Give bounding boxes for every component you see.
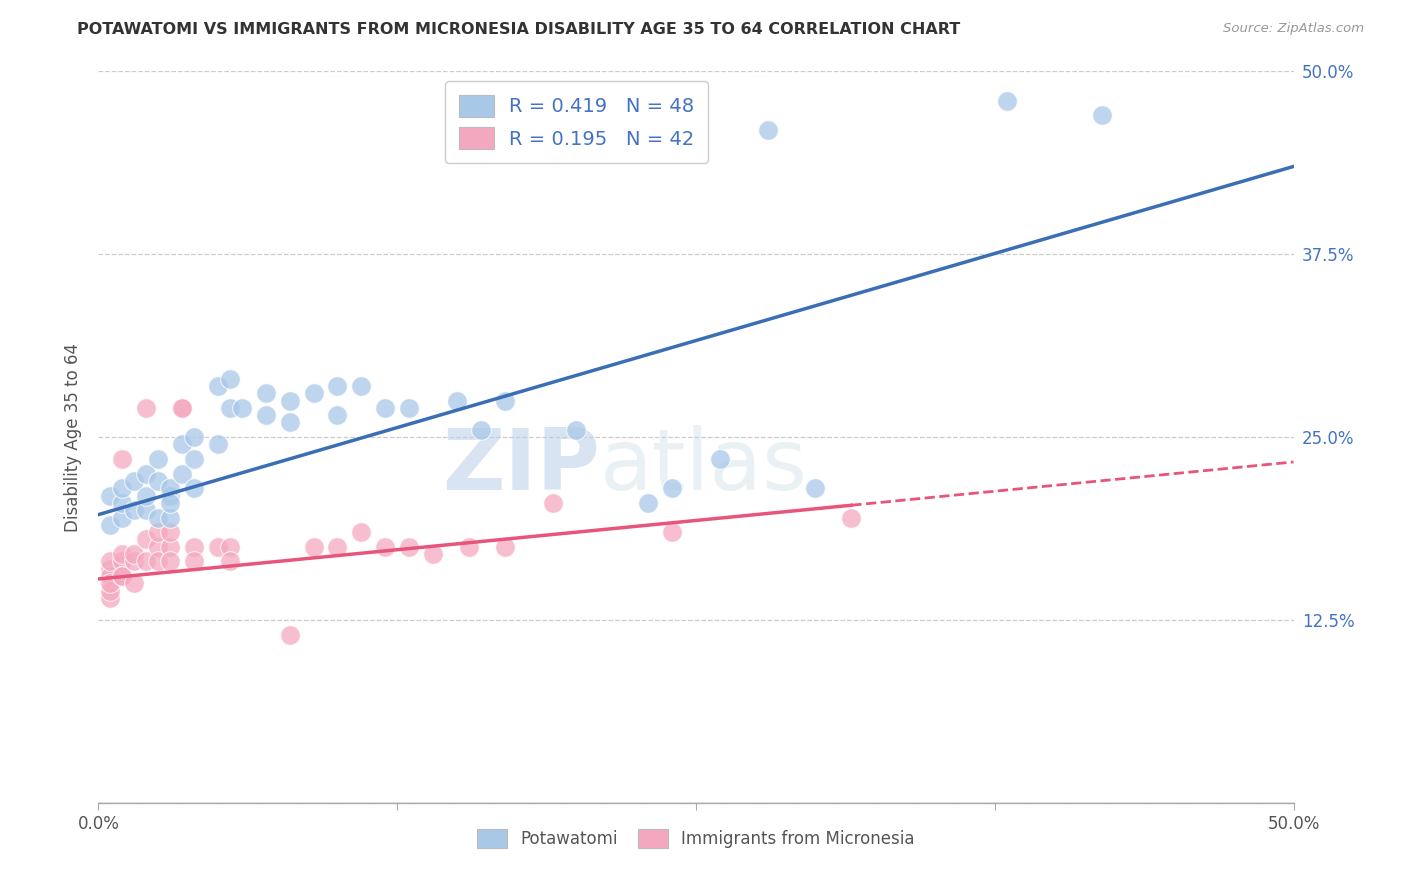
Point: [135, 489, 157, 503]
Point: [111, 554, 134, 568]
Point: [135, 533, 157, 547]
Point: [219, 371, 242, 385]
Point: [111, 569, 134, 583]
Point: [98, 562, 122, 576]
Point: [302, 386, 325, 401]
Point: [148, 554, 170, 568]
Point: [124, 576, 146, 591]
Point: [398, 401, 420, 415]
Point: [374, 401, 396, 415]
Point: [278, 627, 301, 641]
Point: [278, 416, 301, 430]
Point: [98, 554, 122, 568]
Point: [135, 467, 157, 481]
Point: [148, 510, 170, 524]
Point: [565, 423, 588, 437]
Point: [494, 393, 516, 408]
Point: [350, 379, 373, 393]
Point: [183, 452, 205, 467]
Point: [172, 401, 194, 415]
Point: [159, 510, 181, 524]
Point: [159, 540, 181, 554]
Point: [111, 452, 134, 467]
Point: [111, 510, 134, 524]
Point: [111, 496, 134, 510]
Point: [422, 547, 444, 561]
Point: [148, 540, 170, 554]
Point: [254, 408, 277, 422]
Point: [148, 525, 170, 540]
Point: [135, 554, 157, 568]
Point: [159, 525, 181, 540]
Point: [98, 569, 122, 583]
Point: [124, 554, 146, 568]
Point: [98, 489, 122, 503]
Point: [374, 540, 396, 554]
Point: [231, 401, 253, 415]
Y-axis label: Disability Age 35 to 64: Disability Age 35 to 64: [65, 343, 83, 532]
Point: [804, 481, 827, 495]
Point: [302, 540, 325, 554]
Point: [183, 540, 205, 554]
Point: [111, 547, 134, 561]
Point: [98, 583, 122, 598]
Point: [470, 423, 492, 437]
Point: [637, 496, 659, 510]
Point: [124, 474, 146, 488]
Point: [172, 437, 194, 451]
Point: [756, 123, 779, 137]
Point: [326, 379, 349, 393]
Point: [350, 525, 373, 540]
Point: [1091, 108, 1114, 122]
Point: [207, 540, 229, 554]
Point: [219, 554, 242, 568]
Point: [98, 576, 122, 591]
Point: [183, 554, 205, 568]
Text: atlas: atlas: [600, 425, 808, 508]
Point: [254, 386, 277, 401]
Point: [124, 547, 146, 561]
Point: [219, 401, 242, 415]
Point: [661, 525, 683, 540]
Point: [159, 554, 181, 568]
Point: [124, 503, 146, 517]
Point: [135, 503, 157, 517]
Point: [278, 393, 301, 408]
Point: [159, 481, 181, 495]
Point: [207, 379, 229, 393]
Text: ZIP: ZIP: [443, 425, 600, 508]
Point: [135, 401, 157, 415]
Point: [98, 591, 122, 605]
Text: Source: ZipAtlas.com: Source: ZipAtlas.com: [1223, 22, 1364, 36]
Point: [398, 540, 420, 554]
Point: [183, 481, 205, 495]
Point: [709, 452, 731, 467]
Point: [326, 540, 349, 554]
Point: [172, 467, 194, 481]
Point: [159, 496, 181, 510]
Point: [446, 393, 468, 408]
Point: [219, 540, 242, 554]
Point: [172, 401, 194, 415]
Legend: Potawatomi, Immigrants from Micronesia: Potawatomi, Immigrants from Micronesia: [468, 821, 924, 856]
Point: [494, 540, 516, 554]
Point: [183, 430, 205, 444]
Point: [159, 489, 181, 503]
Point: [841, 510, 863, 524]
Point: [541, 496, 564, 510]
Point: [148, 474, 170, 488]
Point: [326, 408, 349, 422]
Text: POTAWATOMI VS IMMIGRANTS FROM MICRONESIA DISABILITY AGE 35 TO 64 CORRELATION CHA: POTAWATOMI VS IMMIGRANTS FROM MICRONESIA…: [77, 22, 960, 37]
Point: [111, 569, 134, 583]
Point: [995, 94, 1018, 108]
Point: [458, 540, 481, 554]
Point: [661, 481, 683, 495]
Point: [207, 437, 229, 451]
Point: [148, 452, 170, 467]
Point: [111, 481, 134, 495]
Point: [98, 517, 122, 532]
